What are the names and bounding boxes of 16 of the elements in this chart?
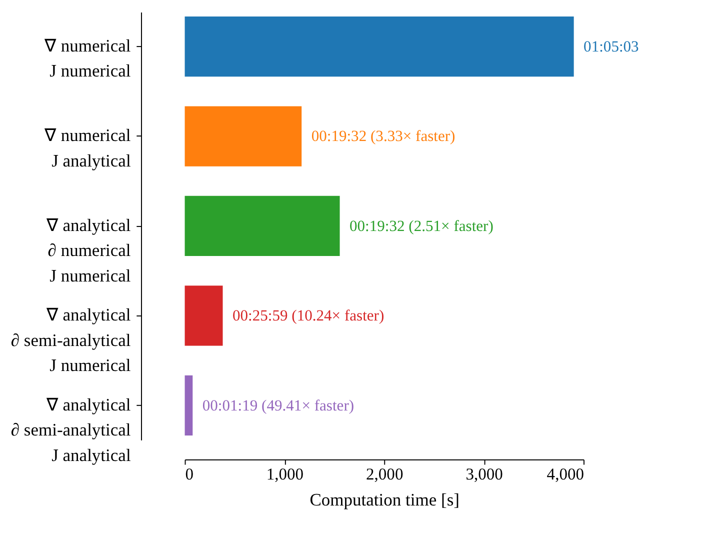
y-tick-label: ∇ numerical J analytical xyxy=(43,125,131,170)
y-tick-label: ∇ analytical ∂ semi-analytical J numerical xyxy=(10,304,131,376)
y-tick-label: ∇ numerical J numerical xyxy=(43,35,131,81)
data-label: 00:25:59 (10.24× faster) xyxy=(232,308,384,325)
data-label: 00:01:19 (49.41× faster) xyxy=(202,397,354,414)
data-label: 01:05:03 xyxy=(584,38,640,56)
x-tick-label: 2,000 xyxy=(366,464,404,484)
x-tick-label: 0 xyxy=(185,464,194,484)
x-tick-label: 1,000 xyxy=(266,464,304,484)
data-label: 00:19:32 (2.51× faster) xyxy=(350,218,494,235)
data-label: 00:19:32 (3.33× faster) xyxy=(311,128,456,146)
x-tick-label: 3,000 xyxy=(466,464,503,484)
x-tick-label: 4,000 xyxy=(546,464,584,484)
x-axis-title: Computation time [s] xyxy=(310,490,460,510)
y-tick-label: ∇ analytical ∂ numerical J numerical xyxy=(45,214,131,286)
y-tick-label: ∇ analytical ∂ semi-analytical J analytical xyxy=(10,394,131,465)
